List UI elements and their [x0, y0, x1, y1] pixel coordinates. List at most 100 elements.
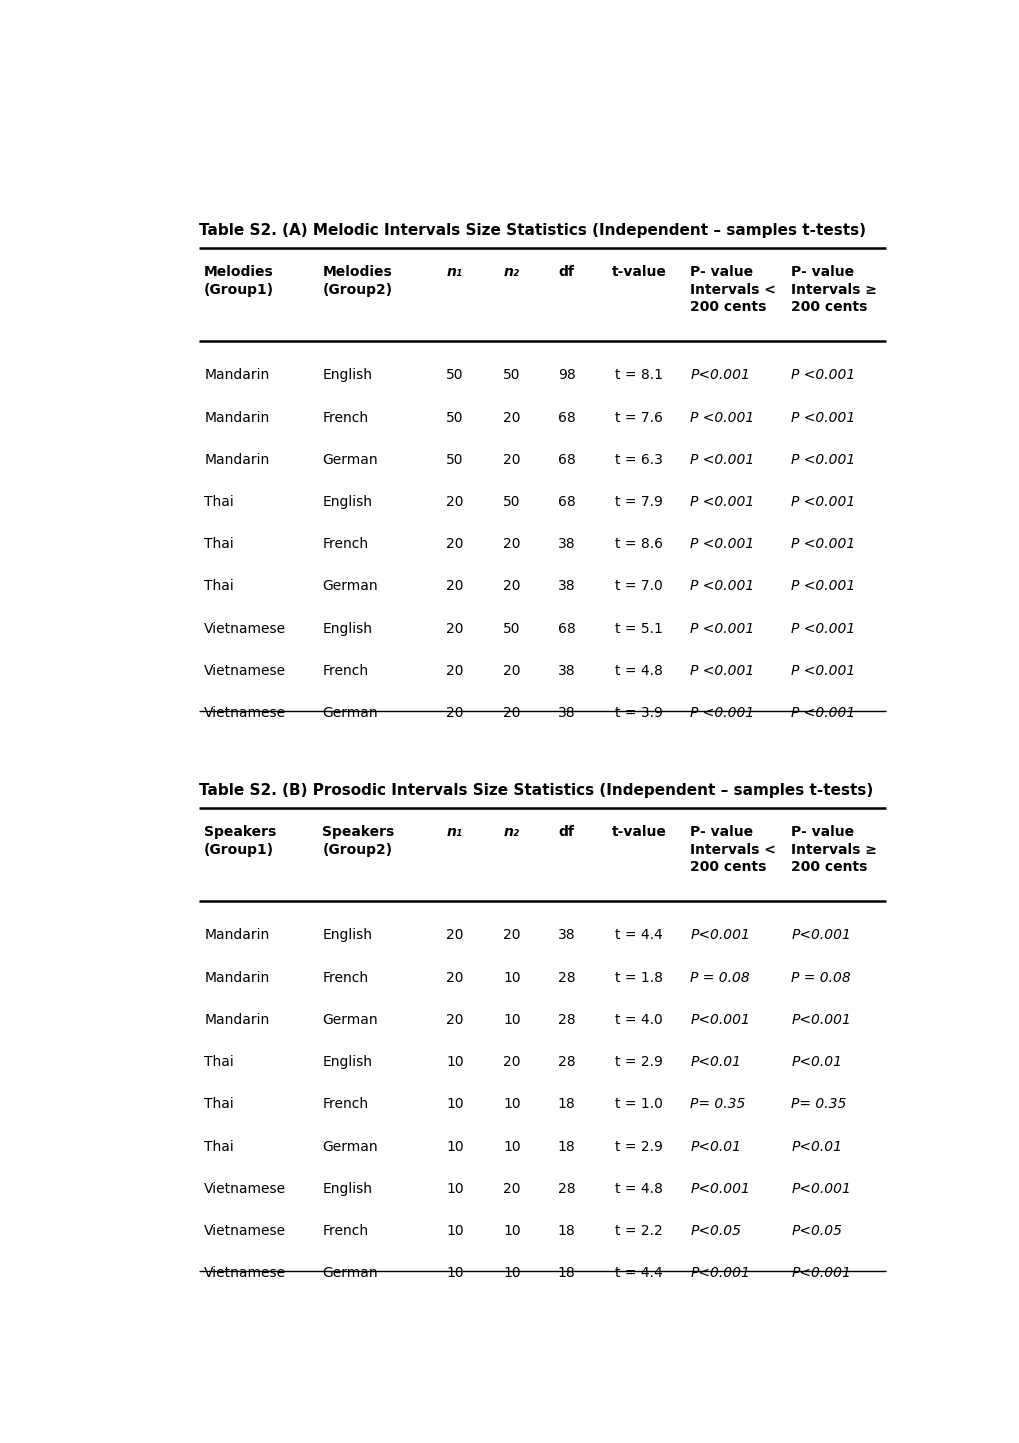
Text: n₁: n₁	[446, 266, 463, 280]
Text: Mandarin: Mandarin	[204, 368, 269, 382]
Text: English: English	[322, 928, 372, 942]
Text: Thai: Thai	[204, 1055, 233, 1069]
Text: 18: 18	[557, 1097, 575, 1111]
Text: n₁: n₁	[446, 825, 463, 840]
Text: 20: 20	[445, 928, 464, 942]
Text: French: French	[322, 411, 368, 424]
Text: P <0.001: P <0.001	[791, 495, 855, 509]
Text: 38: 38	[557, 928, 575, 942]
Text: P <0.001: P <0.001	[791, 622, 855, 636]
Text: P<0.001: P<0.001	[791, 928, 850, 942]
Text: t-value: t-value	[610, 266, 665, 280]
Text: 68: 68	[557, 411, 575, 424]
Text: 20: 20	[445, 971, 464, 984]
Text: P <0.001: P <0.001	[791, 706, 855, 720]
Text: 20: 20	[502, 664, 520, 678]
Text: 28: 28	[557, 971, 575, 984]
Text: 28: 28	[557, 1013, 575, 1027]
Text: P<0.05: P<0.05	[791, 1224, 842, 1238]
Text: P<0.01: P<0.01	[791, 1140, 842, 1153]
Text: P- value
Intervals ≥
200 cents: P- value Intervals ≥ 200 cents	[791, 825, 876, 874]
Text: 20: 20	[445, 537, 464, 551]
Text: German: German	[322, 1267, 378, 1280]
Text: 20: 20	[502, 1055, 520, 1069]
Text: P<0.001: P<0.001	[690, 1182, 750, 1196]
Text: English: English	[322, 495, 372, 509]
Text: P <0.001: P <0.001	[690, 537, 754, 551]
Text: Thai: Thai	[204, 495, 233, 509]
Text: Melodies
(Group1): Melodies (Group1)	[204, 266, 274, 297]
Text: 98: 98	[557, 368, 575, 382]
Text: 20: 20	[502, 580, 520, 593]
Text: 10: 10	[502, 1224, 520, 1238]
Text: Vietnamese: Vietnamese	[204, 622, 286, 636]
Text: t = 1.8: t = 1.8	[614, 971, 662, 984]
Text: 20: 20	[445, 495, 464, 509]
Text: German: German	[322, 1013, 378, 1027]
Text: P= 0.35: P= 0.35	[791, 1097, 846, 1111]
Text: 38: 38	[557, 706, 575, 720]
Text: 10: 10	[445, 1055, 464, 1069]
Text: 38: 38	[557, 664, 575, 678]
Text: 10: 10	[502, 1267, 520, 1280]
Text: 20: 20	[445, 706, 464, 720]
Text: English: English	[322, 622, 372, 636]
Text: 68: 68	[557, 453, 575, 468]
Text: 20: 20	[445, 1013, 464, 1027]
Text: t = 3.9: t = 3.9	[614, 706, 662, 720]
Text: Thai: Thai	[204, 580, 233, 593]
Text: Vietnamese: Vietnamese	[204, 664, 286, 678]
Text: 50: 50	[445, 411, 464, 424]
Text: t = 7.6: t = 7.6	[614, 411, 662, 424]
Text: P<0.05: P<0.05	[690, 1224, 741, 1238]
Text: 10: 10	[502, 1097, 520, 1111]
Text: P<0.001: P<0.001	[791, 1182, 850, 1196]
Text: t = 6.3: t = 6.3	[614, 453, 662, 468]
Text: 20: 20	[445, 664, 464, 678]
Text: t = 4.0: t = 4.0	[614, 1013, 662, 1027]
Text: 38: 38	[557, 580, 575, 593]
Text: P = 0.08: P = 0.08	[791, 971, 850, 984]
Text: P<0.001: P<0.001	[690, 368, 750, 382]
Text: t = 2.9: t = 2.9	[614, 1055, 662, 1069]
Text: 20: 20	[502, 537, 520, 551]
Text: t = 4.8: t = 4.8	[614, 1182, 662, 1196]
Text: 18: 18	[557, 1140, 575, 1153]
Text: Vietnamese: Vietnamese	[204, 1224, 286, 1238]
Text: P<0.001: P<0.001	[791, 1267, 850, 1280]
Text: t = 5.1: t = 5.1	[614, 622, 662, 636]
Text: 50: 50	[502, 495, 520, 509]
Text: 68: 68	[557, 622, 575, 636]
Text: t = 1.0: t = 1.0	[614, 1097, 662, 1111]
Text: P<0.01: P<0.01	[791, 1055, 842, 1069]
Text: t = 2.9: t = 2.9	[614, 1140, 662, 1153]
Text: n₂: n₂	[503, 266, 520, 280]
Text: df: df	[558, 825, 574, 840]
Text: German: German	[322, 1140, 378, 1153]
Text: French: French	[322, 664, 368, 678]
Text: 20: 20	[502, 928, 520, 942]
Text: P = 0.08: P = 0.08	[690, 971, 749, 984]
Text: 10: 10	[502, 971, 520, 984]
Text: 20: 20	[445, 622, 464, 636]
Text: 68: 68	[557, 495, 575, 509]
Text: P <0.001: P <0.001	[690, 622, 754, 636]
Text: P <0.001: P <0.001	[690, 580, 754, 593]
Text: Thai: Thai	[204, 1140, 233, 1153]
Text: Thai: Thai	[204, 537, 233, 551]
Text: t = 7.9: t = 7.9	[614, 495, 662, 509]
Text: Vietnamese: Vietnamese	[204, 706, 286, 720]
Text: German: German	[322, 580, 378, 593]
Text: P <0.001: P <0.001	[690, 453, 754, 468]
Text: P<0.001: P<0.001	[791, 1013, 850, 1027]
Text: P <0.001: P <0.001	[690, 706, 754, 720]
Text: English: English	[322, 1182, 372, 1196]
Text: 28: 28	[557, 1182, 575, 1196]
Text: 20: 20	[502, 1182, 520, 1196]
Text: P<0.001: P<0.001	[690, 928, 750, 942]
Text: 50: 50	[502, 622, 520, 636]
Text: P <0.001: P <0.001	[690, 495, 754, 509]
Text: 20: 20	[445, 580, 464, 593]
Text: t = 8.1: t = 8.1	[614, 368, 662, 382]
Text: t = 7.0: t = 7.0	[614, 580, 662, 593]
